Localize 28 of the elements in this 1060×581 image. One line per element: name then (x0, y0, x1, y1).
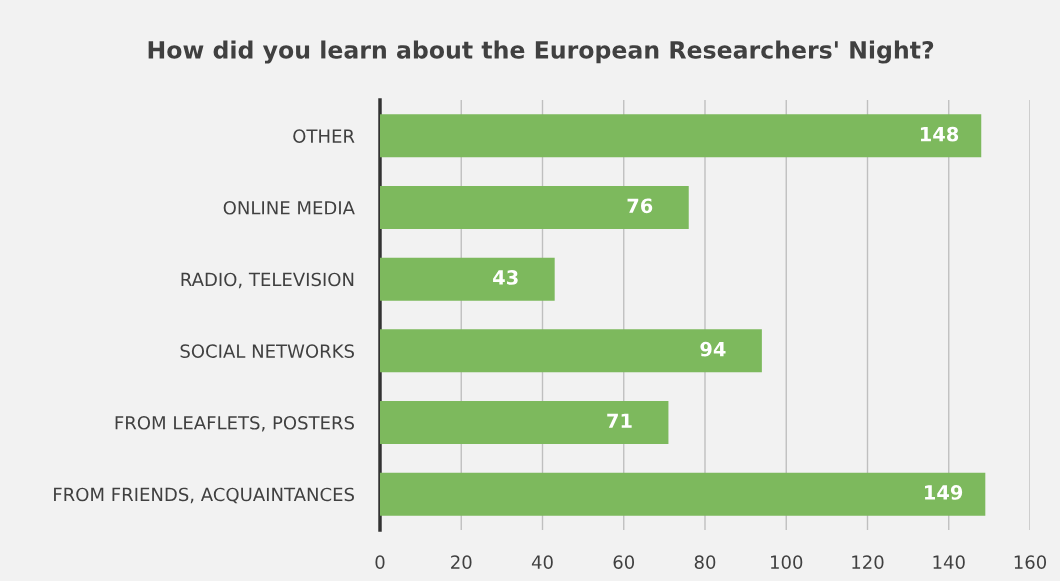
data-label: 94 (700, 341, 726, 357)
y-tick-label: FROM LEAFLETS, POSTERS (115, 415, 354, 432)
y-tick-label: OTHER (293, 129, 355, 143)
data-label: 149 (925, 485, 963, 500)
bar (380, 114, 982, 158)
data-label: 43 (493, 270, 518, 285)
data-label: 71 (607, 413, 632, 428)
bar (380, 472, 986, 516)
x-tick-label: 40 (531, 555, 553, 569)
bar (380, 401, 669, 444)
y-tick-label: ONLINE MEDIA (223, 200, 355, 215)
y-tick-label: RADIO, TELEVISION (181, 272, 354, 289)
x-tick-label: 80 (694, 555, 716, 569)
y-tick-label: FROM FRIENDS, ACQUAINTANCES (54, 487, 354, 504)
data-label: 148 (920, 126, 959, 142)
x-tick-label: 160 (1014, 555, 1047, 569)
x-tick-label: 140 (933, 555, 965, 569)
bar (380, 186, 689, 229)
x-tick-label: 60 (613, 555, 635, 569)
bar (380, 257, 555, 301)
x-tick-label: 120 (852, 555, 884, 569)
chart-title: How did you learn about the European Researchers' Night? (148, 40, 934, 64)
x-tick-label: 20 (451, 555, 472, 569)
y-tick-label: SOCIAL NETWORKS (180, 344, 354, 358)
bar (380, 329, 762, 373)
data-label: 76 (627, 198, 653, 214)
x-tick-label: 100 (771, 555, 803, 569)
x-tick-label: 0 (375, 555, 385, 569)
